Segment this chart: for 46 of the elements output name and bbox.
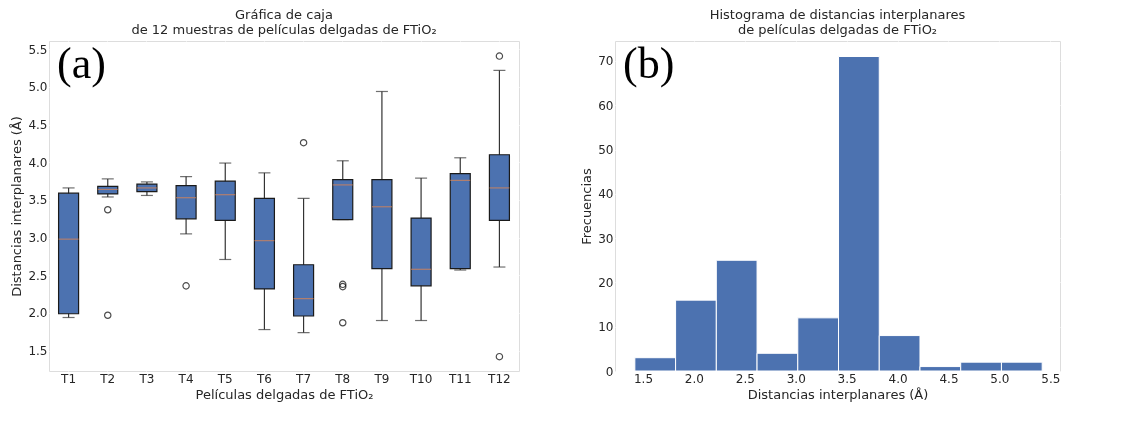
x-tick-label: T11 — [447, 371, 472, 386]
y-tick-label: 4.0 — [28, 155, 48, 170]
x-axis-title: Películas delgadas de FTiO₂ — [195, 386, 374, 402]
chart-title: Gráfica de caja de 12 muestras de películas delgadas de FTiO₂ — [131, 7, 437, 37]
y-axis-title: Distancias interplanares (Å) — [9, 116, 25, 297]
x-tick-label: 4.5 — [939, 371, 959, 386]
y-tick-label: 30 — [598, 231, 614, 246]
x-tick-label: T3 — [138, 371, 155, 386]
chart-title: Histograma de distancias interplanares de películas delgadas de FTiO₂ — [709, 7, 966, 37]
y-tick-label: 20 — [598, 275, 614, 290]
x-tick-label: 2.0 — [684, 371, 704, 386]
x-tick-label: 4.0 — [888, 371, 908, 386]
y-tick-label: 40 — [598, 187, 614, 202]
x-tick-label: T8 — [334, 371, 351, 386]
x-tick-label: T6 — [255, 371, 272, 386]
x-tick-label: 3.0 — [786, 371, 806, 386]
x-tick-label: T10 — [408, 371, 433, 386]
x-tick-label: 3.5 — [837, 371, 857, 386]
x-axis-title: Distancias interplanares (Å) — [747, 386, 929, 402]
y-tick-label: 4.5 — [28, 118, 48, 133]
y-tick-label: 2.0 — [28, 306, 48, 321]
y-tick-label: 3.5 — [28, 193, 48, 208]
x-tick-label: T12 — [487, 371, 511, 386]
x-tick-label: 2.5 — [735, 371, 755, 386]
y-tick-label: 2.5 — [28, 268, 48, 283]
annotation: (a) — [57, 39, 106, 88]
x-tick-label: T4 — [177, 371, 194, 386]
y-tick-label: 50 — [598, 143, 614, 158]
x-tick-label: T5 — [216, 371, 233, 386]
y-tick-label: 0 — [605, 364, 614, 379]
y-tick-label: 10 — [598, 320, 614, 335]
x-tick-label: T9 — [373, 371, 390, 386]
x-tick-label: 1.5 — [633, 371, 654, 386]
y-tick-label: 5.0 — [28, 80, 48, 95]
x-tick-label: T7 — [295, 371, 312, 386]
y-tick-label: 1.5 — [28, 344, 48, 359]
y-tick-label: 60 — [598, 98, 614, 113]
y-axis-title: Frecuencias — [579, 167, 595, 245]
x-tick-label: 5.0 — [990, 371, 1010, 386]
y-tick-label: 70 — [598, 54, 614, 69]
x-tick-label: 5.5 — [1041, 371, 1061, 386]
x-tick-label: T2 — [99, 371, 116, 386]
x-tick-label: T1 — [60, 371, 77, 386]
annotation: (b) — [623, 39, 675, 88]
y-tick-label: 5.5 — [28, 42, 48, 57]
y-tick-label: 3.0 — [28, 231, 48, 246]
